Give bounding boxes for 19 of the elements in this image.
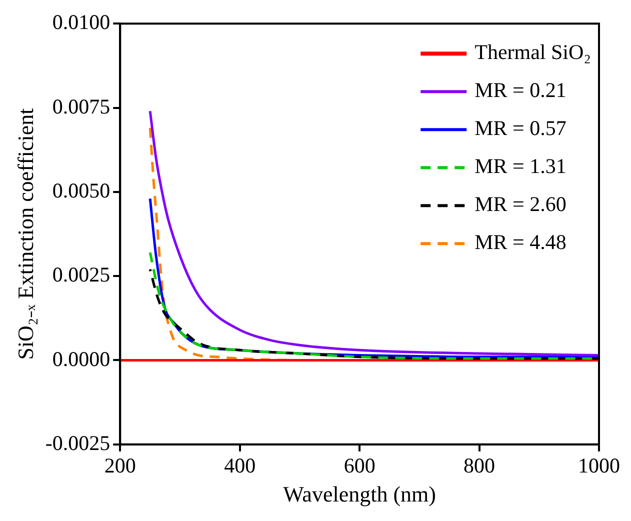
- y-axis-title: SiO₂₋ₓ Extinction coefficient: [12, 108, 38, 360]
- y-tick-label: 0.0100: [52, 10, 110, 34]
- legend-label: MR = 0.21: [474, 78, 566, 102]
- x-tick-label: 600: [344, 454, 376, 478]
- legend-label: MR = 2.60: [474, 192, 566, 216]
- legend-label: MR = 4.48: [474, 230, 566, 254]
- y-tick-label: 0.0025: [52, 262, 110, 287]
- legend-label: MR = 0.57: [474, 116, 566, 140]
- legend-label: MR = 1.31: [474, 154, 566, 178]
- x-axis-title: Wavelength (nm): [283, 482, 436, 507]
- y-tick-label: 0.0050: [52, 178, 110, 202]
- y-tick-label: 0.0075: [52, 94, 110, 118]
- legend-label: Thermal SiO₂: [474, 40, 592, 64]
- x-tick-label: 1000: [578, 454, 620, 478]
- y-tick-label: -0.0025: [45, 430, 110, 455]
- x-tick-label: 800: [464, 454, 496, 478]
- x-tick-label: 400: [224, 454, 256, 478]
- x-tick-label: 200: [104, 454, 136, 478]
- y-tick-label: 0.0000: [52, 346, 110, 371]
